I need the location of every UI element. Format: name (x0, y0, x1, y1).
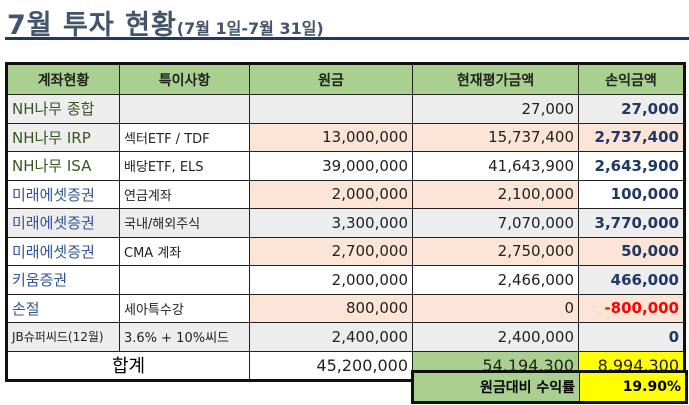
account-cell: NH나무 IRP (6, 122, 120, 152)
note-cell: 연금계좌 (119, 179, 250, 209)
title-underline (5, 37, 689, 40)
table-row: 미래에셋증권 CMA 계좌 2,700,000 2,750,000 50,000 (6, 236, 685, 266)
header-account: 계좌현황 (6, 63, 120, 95)
profit-cell: 27,000 (578, 94, 685, 124)
table-row: NH나무 종합 27,000 27,000 (6, 94, 685, 124)
profit-cell: -800,000 (578, 293, 685, 323)
note-cell: CMA 계좌 (119, 236, 250, 266)
return-rate-value: 19.90% (579, 371, 687, 403)
header-principal: 원금 (249, 63, 413, 95)
header-profit: 손익금액 (578, 63, 685, 95)
total-label: 합계 (6, 350, 250, 381)
value-cell: 2,400,000 (412, 322, 579, 352)
profit-cell: 2,643,900 (578, 151, 685, 181)
profit-cell: 100,000 (578, 179, 685, 209)
principal-cell: 2,400,000 (249, 322, 413, 352)
profit-cell: 3,770,000 (578, 208, 685, 238)
table-row: 키움증권 2,000,000 2,466,000 466,000 (6, 265, 685, 295)
return-rate-label: 원금대비 수익률 (412, 371, 580, 403)
table-row: NH나무 IRP 섹터ETF / TDF 13,000,000 15,737,400 2… (6, 122, 685, 152)
return-rate-table: 원금대비 수익률 19.90% (411, 370, 688, 404)
account-cell: 미래에셋증권 (6, 179, 120, 209)
table-row: 미래에셋증권 연금계좌 2,000,000 2,100,000 100,000 (6, 179, 685, 209)
profit-cell: 50,000 (578, 236, 685, 266)
profit-cell: 466,000 (578, 265, 685, 295)
profit-cell: 0 (578, 322, 685, 352)
principal-cell: 3,300,000 (249, 208, 413, 238)
page-title: 7월 투자 현황(7월 1일-7월 31일) (7, 10, 324, 41)
account-cell: 미래에셋증권 (6, 208, 120, 238)
total-principal: 45,200,000 (249, 350, 413, 381)
account-cell: 손절 (6, 293, 120, 323)
principal-cell: 39,000,000 (249, 151, 413, 181)
value-cell: 41,643,900 (412, 151, 579, 181)
note-cell: 세아특수강 (119, 293, 250, 323)
table-row: 미래에셋증권 국내/해외주식 3,300,000 7,070,000 3,770,000 (6, 208, 685, 238)
note-cell: 3.6% + 10%씨드 (119, 322, 250, 352)
value-cell: 27,000 (412, 94, 579, 124)
principal-cell: 800,000 (249, 293, 413, 323)
value-cell: 2,750,000 (412, 236, 579, 266)
note-cell: 배당ETF, ELS (119, 151, 250, 181)
value-cell: 2,466,000 (412, 265, 579, 295)
header-row: 계좌현황 특이사항 원금 현재평가금액 손익금액 (6, 63, 685, 95)
account-cell: 키움증권 (6, 265, 120, 295)
return-rate-row: 원금대비 수익률 19.90% (412, 371, 687, 403)
principal-cell: 13,000,000 (249, 122, 413, 152)
value-cell: 7,070,000 (412, 208, 579, 238)
principal-cell: 2,000,000 (249, 265, 413, 295)
investment-table: 계좌현황 특이사항 원금 현재평가금액 손익금액 NH나무 종합 27,000 27… (5, 62, 686, 382)
account-cell: NH나무 종합 (6, 94, 120, 124)
principal-cell: 2,000,000 (249, 179, 413, 209)
header-note: 특이사항 (119, 63, 250, 95)
table-row: 손절 세아특수강 800,000 0 -800,000 (6, 293, 685, 323)
table-row: JB슈퍼씨드(12월) 3.6% + 10%씨드 2,400,000 2,400,00… (6, 322, 685, 352)
table-row: NH나무 ISA 배당ETF, ELS 39,000,000 41,643,900 2,… (6, 151, 685, 181)
note-cell: 국내/해외주식 (119, 208, 250, 238)
profit-cell: 2,737,400 (578, 122, 685, 152)
value-cell: 0 (412, 293, 579, 323)
note-cell: 섹터ETF / TDF (119, 122, 250, 152)
account-cell: JB슈퍼씨드(12월) (6, 322, 120, 352)
principal-cell: 2,700,000 (249, 236, 413, 266)
value-cell: 2,100,000 (412, 179, 579, 209)
account-cell: 미래에셋증권 (6, 236, 120, 266)
value-cell: 15,737,400 (412, 122, 579, 152)
note-cell (119, 265, 250, 295)
note-cell (119, 94, 250, 124)
principal-cell (249, 94, 413, 124)
account-cell: NH나무 ISA (6, 151, 120, 181)
header-value: 현재평가금액 (412, 63, 579, 95)
